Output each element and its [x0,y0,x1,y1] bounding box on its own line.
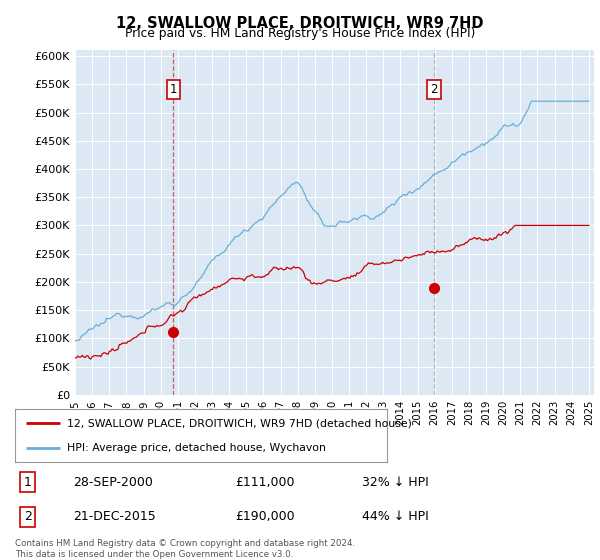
Text: 12, SWALLOW PLACE, DROITWICH, WR9 7HD (detached house): 12, SWALLOW PLACE, DROITWICH, WR9 7HD (d… [67,418,412,428]
Text: HPI: Average price, detached house, Wychavon: HPI: Average price, detached house, Wych… [67,442,326,452]
Text: £190,000: £190,000 [235,510,295,524]
Text: 12, SWALLOW PLACE, DROITWICH, WR9 7HD: 12, SWALLOW PLACE, DROITWICH, WR9 7HD [116,16,484,31]
Text: 32% ↓ HPI: 32% ↓ HPI [362,475,429,489]
Text: Price paid vs. HM Land Registry's House Price Index (HPI): Price paid vs. HM Land Registry's House … [125,27,475,40]
Text: 2: 2 [24,510,32,524]
Text: 1: 1 [24,475,32,489]
Text: 28-SEP-2000: 28-SEP-2000 [73,475,153,489]
Text: 2: 2 [430,83,438,96]
Text: 1: 1 [170,83,177,96]
Text: 44% ↓ HPI: 44% ↓ HPI [362,510,429,524]
Text: 21-DEC-2015: 21-DEC-2015 [73,510,155,524]
Text: Contains HM Land Registry data © Crown copyright and database right 2024.
This d: Contains HM Land Registry data © Crown c… [15,539,355,559]
Text: £111,000: £111,000 [235,475,295,489]
